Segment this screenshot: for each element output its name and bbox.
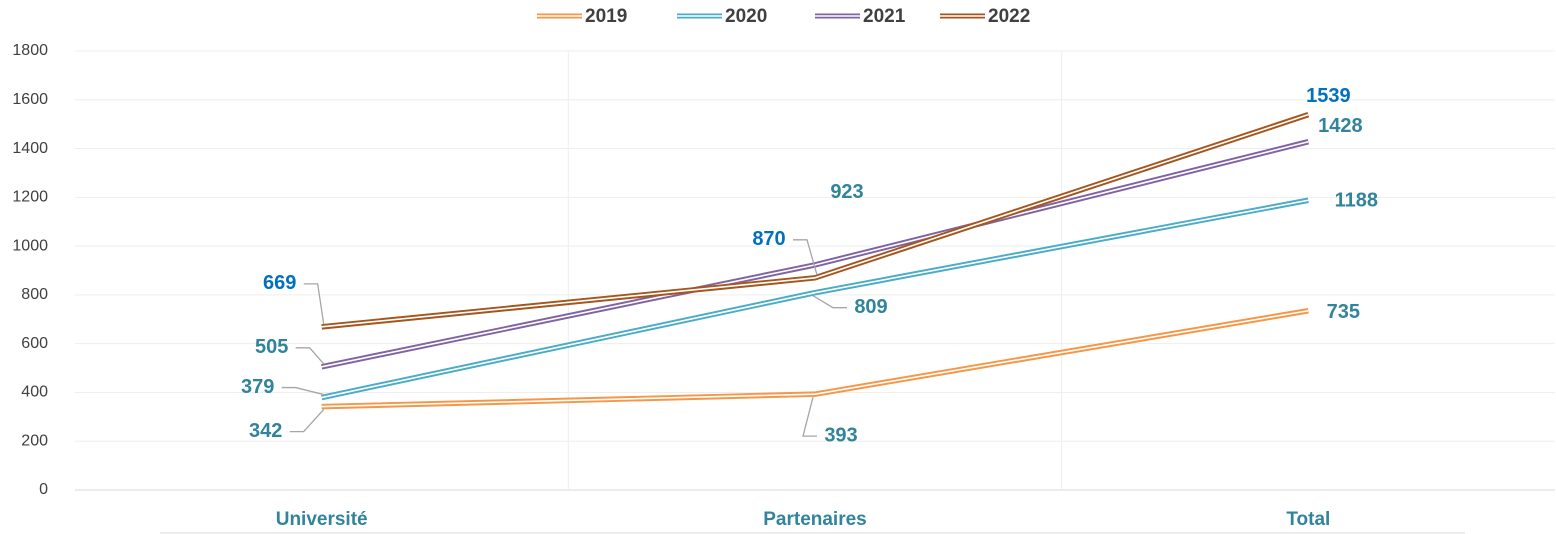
series-line-inner <box>321 140 1309 368</box>
y-tick-label: 1600 <box>12 91 48 108</box>
series-line-inner <box>321 199 1309 399</box>
data-label: 505 <box>255 336 288 358</box>
y-tick-label: 200 <box>21 432 48 449</box>
data-label: 669 <box>263 272 296 294</box>
x-tick-label: Partenaires <box>763 509 867 530</box>
legend-label: 2022 <box>988 6 1030 27</box>
y-tick-label: 1800 <box>12 42 48 59</box>
data-label: 393 <box>824 424 857 446</box>
data-label: 809 <box>854 296 887 318</box>
data-label: 1539 <box>1306 85 1351 107</box>
legend-label: 2019 <box>585 6 627 27</box>
x-tick-label: Université <box>276 509 368 530</box>
leader-line <box>281 386 324 396</box>
x-tick-label: Total <box>1286 509 1330 530</box>
series-line-inner <box>321 309 1309 408</box>
y-tick-label: 0 <box>39 481 48 498</box>
y-tick-label: 800 <box>21 286 48 303</box>
leader-line <box>303 283 325 324</box>
leader-line <box>793 239 818 275</box>
leader-line <box>295 347 325 365</box>
data-label: 735 <box>1327 301 1360 323</box>
data-label: 342 <box>249 420 282 442</box>
leader-line <box>802 396 817 437</box>
data-label: 923 <box>830 181 863 203</box>
leader-line <box>289 409 325 433</box>
series-line <box>321 197 1309 401</box>
legend-label: 2020 <box>725 6 767 27</box>
y-tick-label: 400 <box>21 384 48 401</box>
data-label: 379 <box>241 376 274 398</box>
series-line-inner <box>321 113 1309 328</box>
y-tick-label: 1200 <box>12 189 48 206</box>
legend-label: 2021 <box>863 6 906 27</box>
leader-line <box>812 295 847 309</box>
data-label: 1428 <box>1318 115 1363 137</box>
data-label: 1188 <box>1335 190 1378 212</box>
y-tick-label: 600 <box>21 335 48 352</box>
data-label: 870 <box>752 228 785 250</box>
y-tick-label: 1000 <box>12 237 48 254</box>
y-tick-label: 1400 <box>12 140 48 157</box>
